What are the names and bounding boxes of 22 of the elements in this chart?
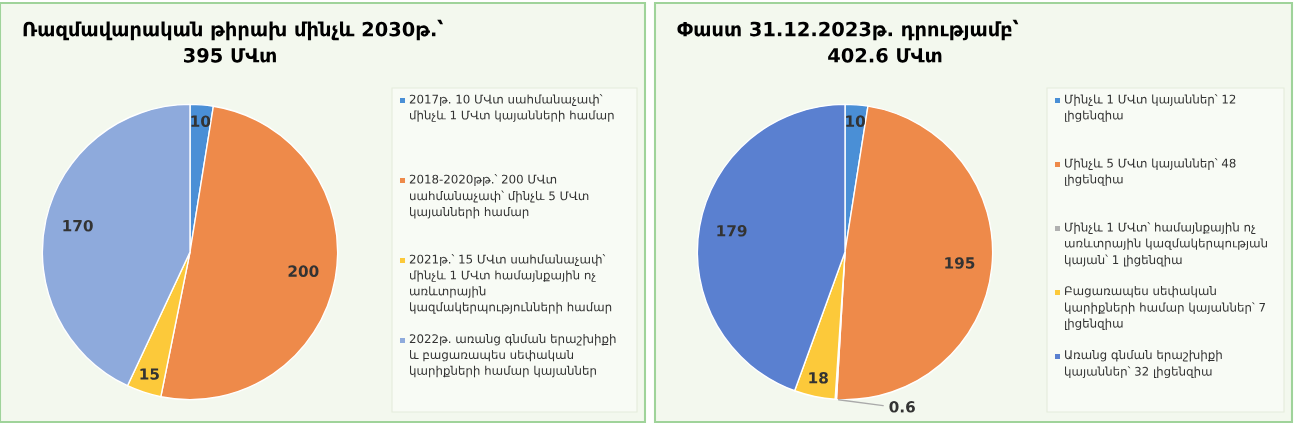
legend-label: Բացառապես սեփական կարիքների համար կայաններ՝ 7 լիցենզիա — [1065, 286, 1266, 330]
legend-label: 2022թ. առանց գնման երաշխիքի և բացառապես սեփական կարիքների համար կայաններ — [409, 334, 616, 378]
data-label: 200 — [288, 265, 319, 277]
data-label: 18 — [809, 371, 828, 384]
chart-subtitle: 402.6 ՄՎտ — [828, 47, 942, 63]
legend-label: Մինչև 1 ՄՎտ՝ համայնքային ոչ առևտրային կազմակերպության կայան՝ 1 լիցենզիա — [1065, 222, 1267, 267]
chart-subtitle: 395 ՄՎտ — [184, 47, 276, 63]
legend-label: Առանց գնման երաշխիքի կայաններ՝ 32 լիցենզիա — [1065, 350, 1222, 379]
legend-label: 2017թ. 10 ՄՎտ սահմանաչափ՝ մինչև 1 ՄՎտ կայանների համար — [409, 94, 614, 122]
data-label: 0.6 — [889, 401, 915, 413]
legend-label: Մինչև 5 ՄՎտ կայաններ՝ 48 լիցենզիա — [1065, 158, 1236, 186]
legend-label: Մինչև 1 ՄՎտ կայաններ՝ 12 լիցենզիա — [1065, 94, 1236, 122]
chart-title: Ռազմավարական թիրախ մինչև 2030թ.՝ — [23, 19, 444, 41]
data-label: 170 — [63, 219, 93, 232]
data-label: 10 — [191, 115, 211, 127]
data-label: 10 — [846, 115, 866, 127]
legend-label: 2021թ.՝ 15 ՄՎտ սահմանաչափ՝ մինչև 1 ՄՎտ համայնքային ոչ առևտրային կազմակերպությունների համար — [409, 254, 612, 314]
data-label: 15 — [140, 368, 159, 380]
data-label: 195 — [945, 257, 975, 269]
legend-label: 2018-2020թթ.՝ 200 ՄՎտ սահմանաչափ՝ մինչև 5 ՄՎտ կայանների համար — [409, 174, 589, 219]
data-label: 179 — [717, 224, 747, 237]
chart-title: Փաստ 31.12.2023թ. դրությամբ՝ — [677, 19, 1019, 41]
